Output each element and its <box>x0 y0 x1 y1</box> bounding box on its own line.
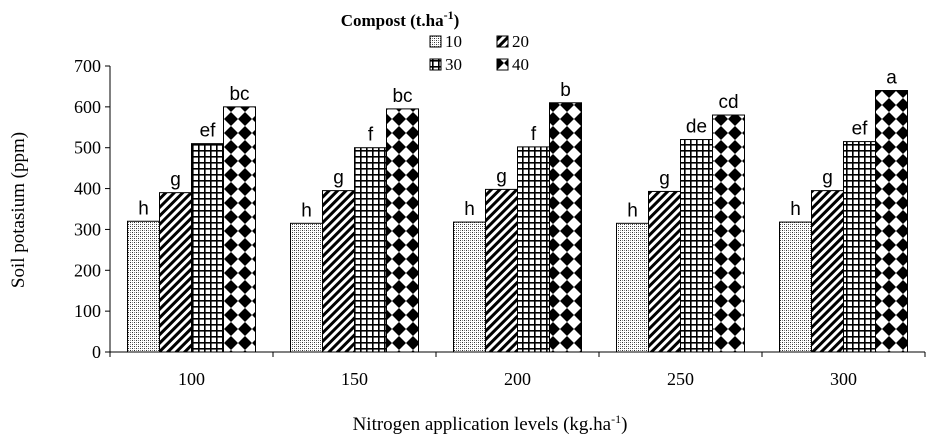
y-tick-label: 600 <box>74 97 101 117</box>
legend-items: 10 20 30 40 <box>429 32 529 74</box>
y-tick-label: 700 <box>74 56 101 76</box>
x-tick-label: 150 <box>341 369 368 389</box>
bar-series-10 <box>453 221 486 353</box>
x-tick-label: 250 <box>667 369 694 389</box>
bar-significance-label: h <box>301 200 312 221</box>
y-tick-label: 100 <box>74 301 101 321</box>
bar-significance-label: de <box>686 117 707 138</box>
legend-label-40: 40 <box>512 55 529 74</box>
x-tick-label: 100 <box>178 369 205 389</box>
bar-significance-label: b <box>560 80 571 101</box>
bar-significance-label: f <box>531 124 537 145</box>
bar-series-20 <box>322 190 355 353</box>
bar-significance-label: g <box>822 168 833 189</box>
bar-significance-label: h <box>138 198 149 219</box>
bar-series-20 <box>811 190 844 353</box>
legend-swatch-30 <box>429 58 442 71</box>
bar-series-30 <box>517 146 550 353</box>
y-tick-label: 400 <box>74 179 101 199</box>
bar-series-30 <box>191 143 224 353</box>
legend-title: Compost (t.ha-1) <box>341 8 460 30</box>
y-tick-label: 0 <box>92 342 101 362</box>
bar-series-10 <box>616 222 649 353</box>
bar-series-30 <box>680 139 713 353</box>
bar-series-20 <box>485 188 518 353</box>
bar-significance-label: ef <box>200 121 217 142</box>
bar-significance-label: f <box>368 125 374 146</box>
bar-significance-label: g <box>170 170 181 191</box>
legend-swatch-40 <box>496 58 509 71</box>
y-tick-label: 300 <box>74 219 101 239</box>
bar-series-30 <box>843 141 876 353</box>
bar-significance-label: bc <box>229 84 249 105</box>
bar-series-40 <box>386 108 419 353</box>
bar-series-10 <box>290 222 323 353</box>
bar-series-40 <box>549 102 582 353</box>
y-tick-label: 200 <box>74 260 101 280</box>
bar-series-10 <box>779 221 812 353</box>
legend-swatch-20 <box>496 35 509 48</box>
bar-series-30 <box>354 147 387 353</box>
bar-significance-label: ef <box>852 119 869 140</box>
bar-significance-label: h <box>627 200 638 221</box>
x-tick-label: 200 <box>504 369 531 389</box>
bar-significance-label: g <box>496 166 507 187</box>
legend: Compost (t.ha-1) 10 20 30 40 <box>341 8 529 74</box>
legend-label-10: 10 <box>445 32 462 51</box>
bar-series-40 <box>223 106 256 353</box>
x-tick-label: 300 <box>830 369 857 389</box>
bar-series-20 <box>159 192 192 353</box>
legend-label-30: 30 <box>445 55 462 74</box>
y-tick-label: 500 <box>74 138 101 158</box>
bar-series-40 <box>875 90 908 353</box>
y-axis-title: Soil potasium (ppm) <box>8 132 29 288</box>
bar-significance-label: g <box>659 168 670 189</box>
bar-significance-label: h <box>790 199 801 220</box>
bar-significance-label: g <box>333 168 344 189</box>
legend-swatch-10 <box>429 35 442 48</box>
bar-significance-label: bc <box>392 86 412 107</box>
legend-label-20: 20 <box>512 32 529 51</box>
bar-significance-label: h <box>464 199 475 220</box>
bar-series-20 <box>648 190 681 353</box>
plot-area: 0100200300400500600700100hgefbc150hgfbc2… <box>74 56 926 389</box>
bar-series-10 <box>127 220 160 353</box>
x-axis-title: Nitrogen application levels (kg.ha-1) <box>353 412 628 435</box>
bar-significance-label: a <box>886 68 897 89</box>
bar-significance-label: cd <box>718 92 738 113</box>
bar-series-40 <box>712 114 745 353</box>
